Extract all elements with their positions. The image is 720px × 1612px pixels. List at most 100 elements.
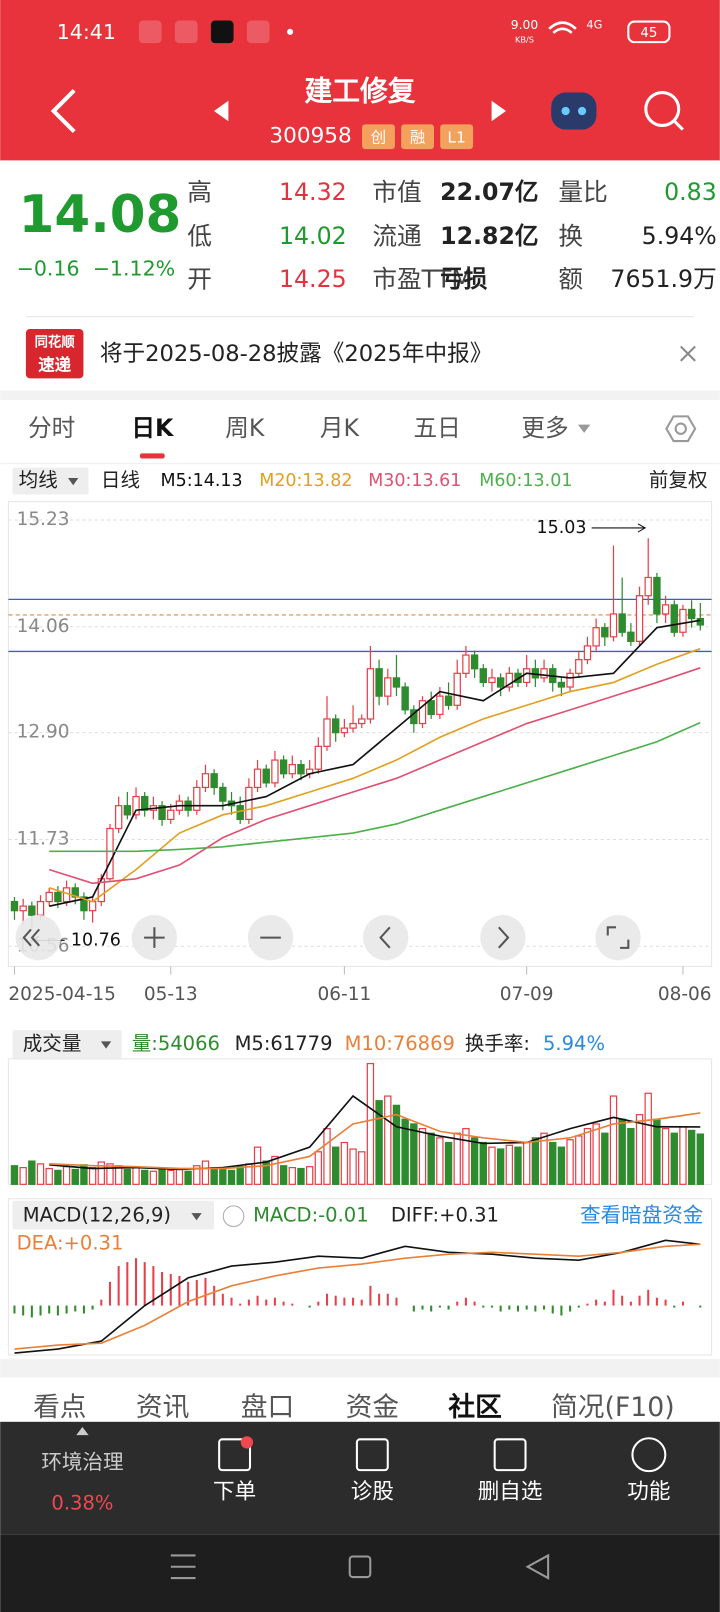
last-price: 14.08 (19, 185, 182, 245)
clock: 14:41 (57, 20, 116, 44)
volume-bar (184, 1170, 192, 1185)
candle-body (323, 718, 331, 747)
candle-body (219, 786, 227, 802)
search-button[interactable] (644, 90, 681, 127)
adjust[interactable]: 前复权 (649, 469, 708, 492)
net-speed: 9.00 (511, 18, 539, 32)
volume-title[interactable]: 成交量 (23, 1032, 82, 1055)
volume-bar (618, 1118, 626, 1185)
close-notice[interactable] (680, 345, 696, 362)
volume-bar (522, 1141, 531, 1185)
stock-code: 300958 (269, 124, 351, 149)
candle-body (141, 795, 149, 811)
change-pct: −1.12% (93, 256, 176, 280)
stat-label: 市值 (372, 177, 421, 206)
bottom-tab[interactable]: 盘口 (241, 1392, 294, 1423)
volume-bar (575, 1135, 583, 1185)
candle-body (566, 672, 574, 688)
tab[interactable]: 更多 (521, 414, 568, 442)
volume-bar (444, 1141, 453, 1185)
macd-title[interactable]: MACD(12,26,9) (23, 1204, 171, 1227)
high-arrow (591, 523, 647, 533)
tab[interactable]: 分时 (28, 414, 75, 442)
candle-body (522, 668, 531, 684)
volume-bar (288, 1166, 296, 1185)
y-tick-label: 11.73 (17, 828, 70, 849)
notice-text[interactable]: 将于2025-08-28披露《2025年中报》 (100, 341, 492, 367)
volume-bar (349, 1148, 357, 1185)
app-icon (246, 20, 270, 44)
tab[interactable]: 五日 (413, 414, 460, 442)
legend-box (12, 467, 89, 495)
volume-bar (271, 1155, 279, 1185)
macd-line-legend: DIFF:+0.31 (391, 1204, 499, 1227)
turnover: 5.94% (543, 1032, 605, 1055)
indicator[interactable]: 均线 (19, 469, 58, 492)
bottom-tab[interactable]: 资讯 (136, 1392, 189, 1423)
tab[interactable]: 月K (320, 414, 360, 442)
next-stock[interactable] (491, 100, 506, 122)
button-icon (22, 928, 41, 947)
bottom-tab[interactable]: 社区 (448, 1391, 501, 1423)
back-button[interactable] (50, 89, 76, 134)
bottom-tab[interactable]: 简况(F10) (551, 1392, 675, 1423)
network: 4G (586, 19, 602, 32)
candle-body (10, 900, 19, 912)
chart-button[interactable] (480, 914, 526, 961)
chart-button[interactable] (363, 914, 409, 961)
volume-bar (679, 1126, 687, 1185)
sector-name[interactable]: 环境治理 (41, 1450, 123, 1474)
candle-body (661, 604, 670, 615)
ma-legend: M60:13.01 (479, 471, 572, 491)
candle-body (193, 786, 201, 811)
candle-body (540, 668, 548, 679)
ma-legend: M20:13.82 (259, 471, 352, 491)
help[interactable] (222, 1205, 245, 1227)
bottom-tab[interactable]: 看点 (33, 1392, 86, 1423)
candle-body (609, 613, 618, 638)
settings[interactable] (665, 415, 697, 443)
candle-body (158, 805, 166, 821)
tab[interactable]: 周K (225, 414, 265, 442)
caret (68, 478, 79, 486)
line (48, 667, 701, 885)
more-caret (577, 424, 591, 433)
bottom-button[interactable]: 功能 (627, 1480, 670, 1505)
x-tick-label: 2025-04-15 (8, 984, 116, 1005)
chart-button[interactable] (595, 914, 641, 961)
nav-menu[interactable] (170, 1554, 196, 1580)
stat-label: 高 (187, 177, 212, 206)
volume-bar (401, 1118, 409, 1185)
candle-body (167, 809, 175, 821)
plot-frame (7, 1198, 713, 1356)
candle-body (45, 891, 53, 903)
bottom-button[interactable]: 下单 (213, 1480, 256, 1505)
candle-body (36, 900, 45, 916)
tag: 创 (371, 128, 386, 146)
chart-button[interactable] (15, 914, 61, 961)
button-icon (498, 926, 510, 949)
volume-bar (201, 1160, 210, 1185)
candle-body (401, 686, 409, 711)
button-icon (379, 926, 391, 949)
logo-bottom: 速递 (38, 355, 71, 374)
line (14, 1243, 701, 1350)
tab-underline (139, 453, 165, 459)
tag: 融 (410, 128, 425, 146)
volume-bar (314, 1151, 323, 1185)
nav-back[interactable] (525, 1553, 550, 1580)
button-icon (493, 1438, 527, 1472)
prev-stock[interactable] (214, 100, 229, 122)
line (49, 619, 701, 907)
tab[interactable]: 日K (131, 414, 175, 442)
bottom-button[interactable]: 诊股 (351, 1480, 394, 1505)
volume-bar (88, 1166, 97, 1185)
bottom-tab[interactable]: 资金 (346, 1392, 399, 1423)
candle-body (427, 700, 435, 716)
nav-home[interactable] (348, 1555, 372, 1579)
robot-icon[interactable] (551, 92, 597, 130)
line (48, 647, 701, 903)
link[interactable]: 查看暗盘资金 (580, 1203, 703, 1227)
candle-body (28, 905, 36, 916)
bottom-button[interactable]: 删自选 (478, 1480, 543, 1505)
